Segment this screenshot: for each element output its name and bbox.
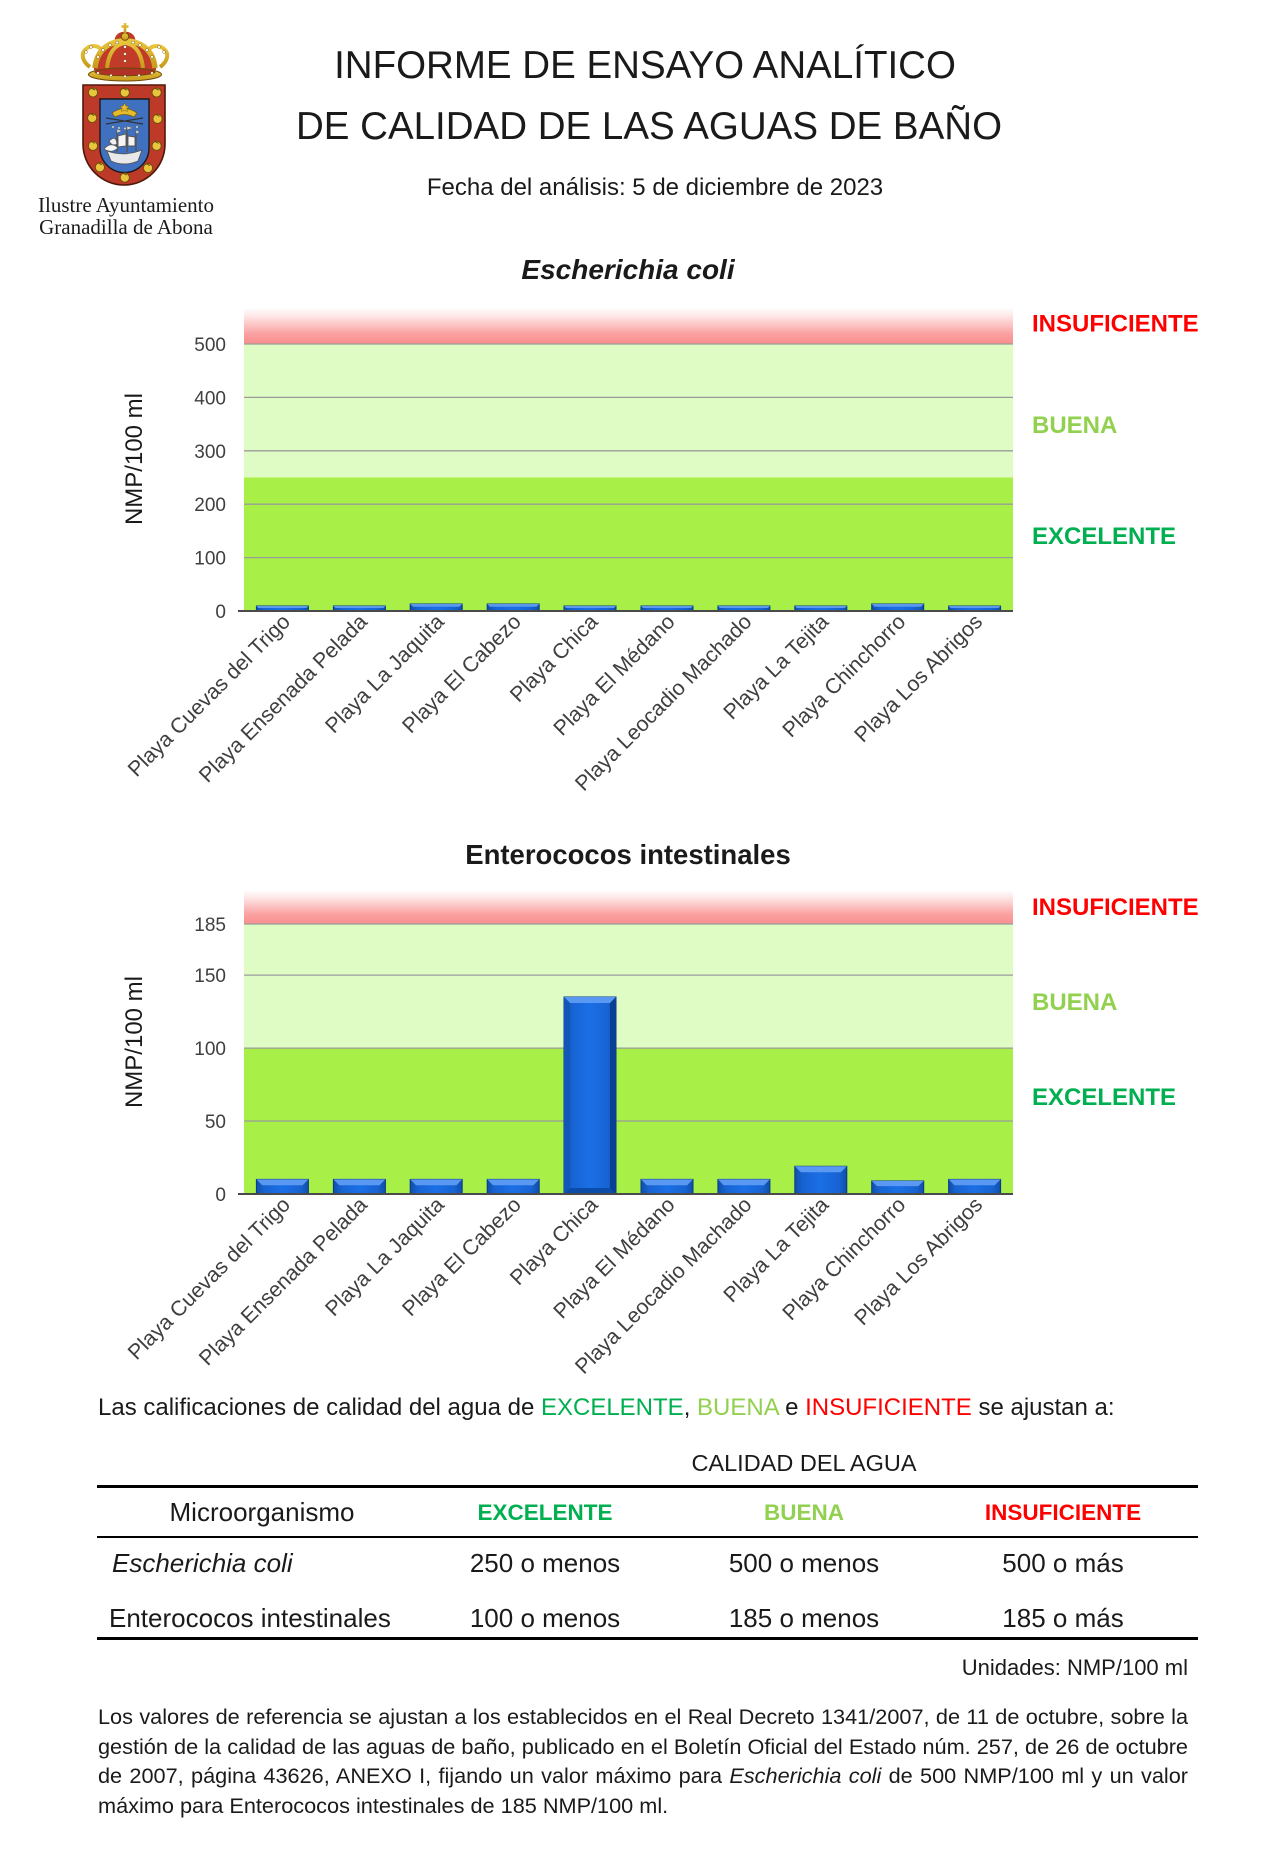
svg-text:Enterococos intestinales: Enterococos intestinales [465,839,791,870]
svg-text:EXCELENTE: EXCELENTE [1032,523,1176,550]
svg-text:100: 100 [194,549,226,570]
svg-text:50: 50 [205,1112,226,1133]
svg-text:NMP/100 ml: NMP/100 ml [121,976,148,1108]
svg-text:INSUFICIENTE: INSUFICIENTE [1032,894,1199,921]
svg-text:Granadilla de Abona: Granadilla de Abona [39,215,213,239]
svg-text:Playa Los Abrigos: Playa Los Abrigos [850,610,988,748]
svg-text:185: 185 [194,915,226,936]
svg-text:0: 0 [215,602,226,623]
svg-text:Ilustre Ayuntamiento: Ilustre Ayuntamiento [38,193,214,217]
svg-text:BUENA: BUENA [1032,989,1117,1016]
svg-text:300: 300 [194,442,226,463]
svg-text:100: 100 [194,1039,226,1060]
svg-text:Escherichia coli: Escherichia coli [521,254,735,285]
svg-text:INSUFICIENTE: INSUFICIENTE [1032,310,1199,337]
svg-text:400: 400 [194,388,226,409]
svg-text:BUENA: BUENA [1032,412,1117,439]
svg-text:NMP/100 ml: NMP/100 ml [121,393,148,525]
svg-text:150: 150 [194,966,226,987]
svg-text:Playa Los Abrigos: Playa Los Abrigos [850,1193,988,1331]
svg-text:200: 200 [194,495,226,516]
svg-text:EXCELENTE: EXCELENTE [1032,1084,1176,1111]
svg-text:500: 500 [194,335,226,356]
svg-text:0: 0 [215,1185,226,1206]
